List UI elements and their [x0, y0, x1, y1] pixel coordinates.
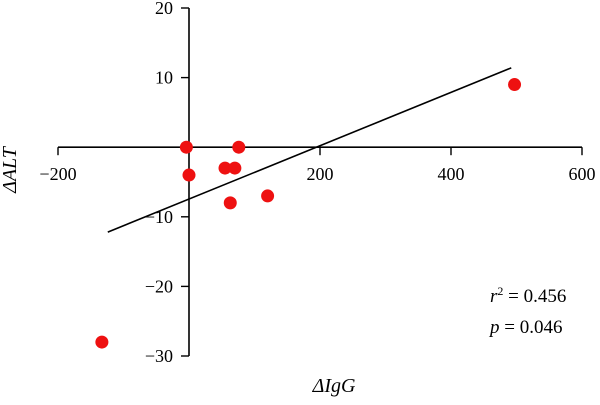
y-tick-label: −20	[145, 276, 173, 296]
y-tick-label: −10	[145, 207, 173, 227]
x-tick-label: 600	[569, 164, 596, 184]
p-value: = 0.046	[500, 317, 563, 338]
r-squared-annotation: r2 = 0.456	[490, 284, 566, 307]
data-point	[95, 335, 109, 349]
regression-line	[107, 67, 512, 233]
x-tick-label: 400	[438, 164, 465, 184]
r2-symbol: r	[490, 286, 498, 307]
data-point	[179, 140, 193, 154]
p-value-annotation: p = 0.046	[488, 317, 562, 338]
data-point	[218, 161, 232, 175]
data-point	[232, 140, 246, 154]
p-symbol: p	[488, 317, 500, 338]
x-axis-title: ΔIgG	[312, 375, 356, 397]
data-point	[228, 161, 242, 175]
data-point	[182, 168, 196, 182]
y-tick-label: −30	[145, 346, 173, 366]
data-point	[223, 196, 237, 210]
y-axis-title: ΔALT	[0, 145, 21, 194]
y-tick-label: 10	[155, 68, 173, 88]
data-point	[261, 189, 275, 203]
x-tick-label: 200	[307, 164, 334, 184]
r2-superscript: 2	[497, 284, 503, 298]
r2-value: = 0.456	[503, 286, 566, 307]
data-points	[95, 78, 522, 349]
ticks: −200 200 400 600 −30 −20 −10 10 20	[39, 0, 595, 366]
data-point	[508, 78, 522, 92]
x-tick-label: −200	[39, 164, 76, 184]
y-tick-label: 20	[155, 0, 173, 18]
